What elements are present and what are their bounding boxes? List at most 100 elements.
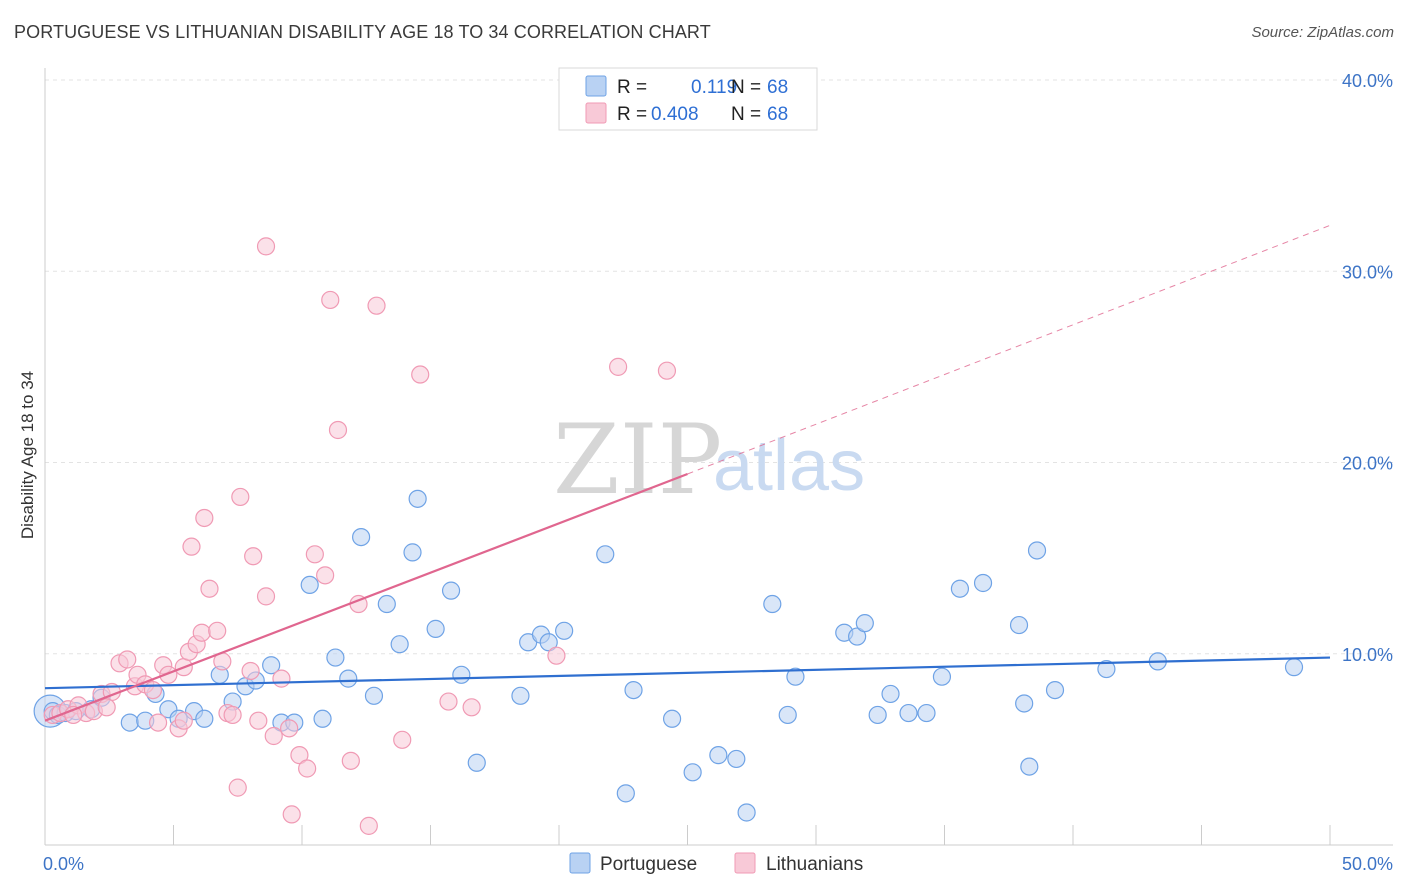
data-point-portuguese-57 bbox=[932, 667, 952, 686]
data-point-portuguese-6 bbox=[120, 713, 139, 732]
data-point-lithuanians-28 bbox=[223, 705, 242, 725]
data-point-portuguese-61 bbox=[1027, 541, 1047, 560]
data-point-portuguese-37 bbox=[539, 633, 558, 652]
data-point-lithuanians-29 bbox=[228, 778, 247, 797]
data-point-portuguese-28 bbox=[403, 543, 422, 562]
legend-n-label-portuguese: N = bbox=[731, 77, 761, 98]
data-point-lithuanians-51 bbox=[256, 237, 276, 256]
data-point-lithuanians-37 bbox=[280, 719, 299, 738]
data-point-portuguese-25 bbox=[364, 686, 384, 705]
data-point-lithuanians-47 bbox=[393, 730, 412, 749]
watermark: ZIP atlas bbox=[553, 404, 865, 516]
data-point-lithuanians-32 bbox=[244, 547, 263, 566]
bottom-legend-label-lithuanians: Lithuanians bbox=[766, 854, 863, 875]
data-point-portuguese-54 bbox=[881, 684, 900, 704]
data-point-portuguese-48 bbox=[778, 705, 797, 725]
chart-title: PORTUGUESE VS LITHUANIAN DISABILITY AGE … bbox=[14, 22, 711, 42]
data-point-lithuanians-9 bbox=[118, 650, 137, 669]
trend-line-portuguese bbox=[44, 656, 1331, 690]
data-point-portuguese-53 bbox=[868, 705, 887, 725]
legend-n-value-portuguese: 68 bbox=[767, 77, 788, 98]
data-point-portuguese-47 bbox=[763, 594, 782, 614]
bottom-legend-swatch-portuguese bbox=[569, 852, 591, 874]
data-point-portuguese-32 bbox=[452, 665, 471, 684]
y-tick-label-1: 20.0% bbox=[1342, 454, 1393, 474]
data-point-lithuanians-20 bbox=[182, 537, 201, 556]
data-point-portuguese-39 bbox=[596, 545, 615, 564]
data-point-lithuanians-52 bbox=[321, 290, 340, 310]
y-tick-label-2: 30.0% bbox=[1342, 262, 1393, 282]
data-point-portuguese-24 bbox=[352, 527, 371, 547]
y-axis-title: Disability Age 18 to 34 bbox=[18, 371, 37, 539]
data-point-portuguese-34 bbox=[511, 686, 530, 705]
data-point-lithuanians-42 bbox=[328, 420, 348, 440]
y-tick-labels: 10.0% 20.0% 30.0% 40.0% bbox=[1342, 71, 1393, 665]
data-point-lithuanians-13 bbox=[143, 680, 163, 700]
y-tick-label-3: 40.0% bbox=[1342, 71, 1393, 91]
data-point-lithuanians-39 bbox=[298, 759, 317, 778]
y-tick-label-0: 10.0% bbox=[1342, 645, 1393, 665]
data-point-lithuanians-43 bbox=[341, 751, 360, 770]
data-point-lithuanians-34 bbox=[256, 587, 276, 606]
x-tick-label-max: 50.0% bbox=[1342, 854, 1393, 874]
data-point-lithuanians-56 bbox=[282, 805, 301, 824]
data-point-lithuanians-24 bbox=[200, 579, 219, 598]
data-point-lithuanians-58 bbox=[97, 698, 116, 717]
data-point-portuguese-65 bbox=[1097, 659, 1116, 679]
trend-lines bbox=[44, 224, 1331, 722]
x-tick-labels: 0.0% 50.0% bbox=[43, 854, 1393, 874]
data-point-lithuanians-49 bbox=[439, 692, 458, 711]
data-point-lithuanians-48 bbox=[411, 365, 430, 384]
data-point-lithuanians-33 bbox=[249, 711, 268, 730]
data-point-portuguese-60 bbox=[1009, 615, 1029, 635]
data-point-portuguese-31 bbox=[441, 581, 461, 600]
data-point-lithuanians-54 bbox=[609, 357, 628, 376]
data-point-portuguese-33 bbox=[467, 753, 486, 772]
legend-n-value-lithuanians: 68 bbox=[767, 104, 788, 125]
data-point-lithuanians-45 bbox=[359, 816, 378, 835]
data-point-portuguese-63 bbox=[1020, 757, 1039, 776]
data-point-portuguese-27 bbox=[390, 635, 409, 654]
data-point-portuguese-38 bbox=[555, 621, 574, 640]
source-label: Source: ZipAtlas.com bbox=[1251, 24, 1394, 41]
data-point-lithuanians-22 bbox=[192, 623, 211, 642]
data-point-portuguese-21 bbox=[313, 709, 332, 728]
data-point-portuguese-40 bbox=[616, 784, 635, 803]
data-point-portuguese-55 bbox=[899, 703, 918, 723]
data-point-portuguese-20 bbox=[300, 575, 319, 595]
data-point-lithuanians-38 bbox=[290, 746, 309, 765]
data-point-lithuanians-23 bbox=[195, 508, 214, 528]
data-point-portuguese-46 bbox=[737, 803, 756, 822]
data-point-portuguese-51 bbox=[848, 627, 867, 646]
data-point-portuguese-30 bbox=[426, 619, 445, 638]
legend-swatch-lithuanians bbox=[585, 102, 607, 124]
grid-lines bbox=[45, 79, 1393, 655]
data-point-portuguese-58 bbox=[950, 579, 970, 598]
data-point-portuguese-49 bbox=[786, 667, 805, 686]
data-point-portuguese-56 bbox=[917, 703, 936, 723]
data-point-lithuanians-57 bbox=[174, 711, 193, 730]
bottom-legend-label-portuguese: Portuguese bbox=[600, 854, 697, 875]
legend-r-label-portuguese: R = bbox=[617, 77, 647, 98]
data-point-portuguese-22 bbox=[326, 648, 345, 667]
series-legend: Portuguese Lithuanians bbox=[569, 852, 863, 875]
data-point-lithuanians-30 bbox=[231, 487, 250, 507]
correlation-legend: R = 0.119 N = 68 R = 0.408 N = 68 bbox=[558, 67, 818, 131]
data-point-portuguese-45 bbox=[727, 749, 746, 769]
legend-n-label-lithuanians: N = bbox=[731, 104, 761, 125]
legend-r-value-lithuanians: 0.408 bbox=[651, 104, 699, 125]
data-point-portuguese-52 bbox=[855, 614, 874, 633]
data-point-lithuanians-36 bbox=[272, 669, 291, 688]
data-point-lithuanians-31 bbox=[241, 661, 260, 681]
data-point-portuguese-44 bbox=[709, 746, 728, 765]
data-point-portuguese-12 bbox=[195, 709, 214, 728]
data-point-portuguese-43 bbox=[683, 763, 702, 782]
data-point-portuguese-41 bbox=[624, 680, 643, 700]
data-point-lithuanians-55 bbox=[657, 361, 677, 380]
watermark-atlas: atlas bbox=[713, 426, 865, 506]
data-point-portuguese-26 bbox=[377, 594, 396, 614]
data-point-portuguese-59 bbox=[973, 573, 993, 593]
data-point-portuguese-29 bbox=[408, 489, 427, 508]
data-point-lithuanians-46 bbox=[367, 296, 386, 315]
